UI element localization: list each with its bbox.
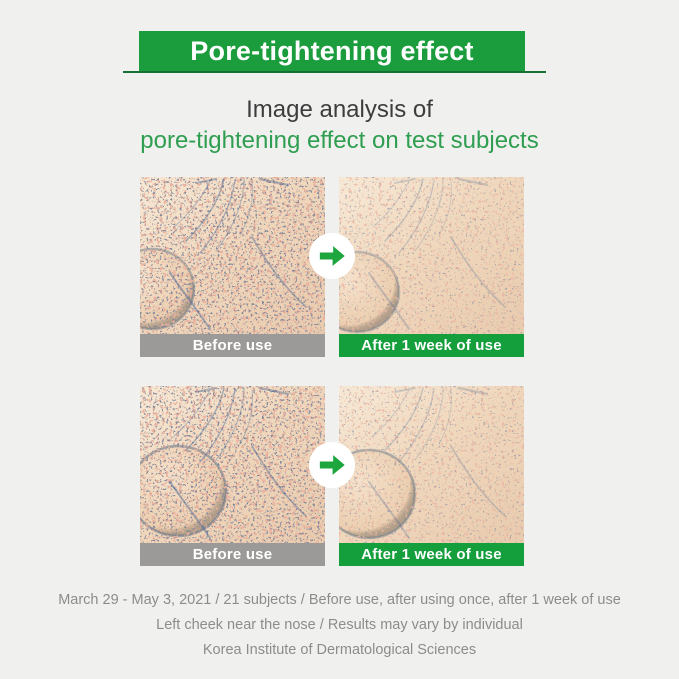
right-arrow-icon — [309, 442, 355, 488]
after-panel-1: After 1 week of use — [339, 177, 524, 357]
before-panel-1: Before use — [140, 177, 325, 357]
study-notes-line-3: Korea Institute of Dermatological Scienc… — [202, 642, 477, 658]
after-photo-2 — [339, 386, 524, 543]
before-photo-2 — [140, 386, 325, 543]
before-label-1: Before use — [140, 334, 325, 357]
after-panel-2: After 1 week of use — [339, 386, 524, 566]
study-notes-line-1: March 29 - May 3, 2021 / 21 subjects / B… — [58, 592, 621, 608]
before-panel-2: Before use — [140, 386, 325, 566]
before-photo-1 — [140, 177, 325, 334]
right-arrow-icon — [309, 233, 355, 279]
section-heading: Image analysis of pore-tightening effect… — [0, 94, 679, 156]
heading-line-1: Image analysis of — [246, 96, 433, 123]
after-photo-1 — [339, 177, 524, 334]
study-notes: March 29 - May 3, 2021 / 21 subjects / B… — [0, 588, 679, 663]
after-label-2: After 1 week of use — [339, 543, 524, 566]
banner-title: Pore-tightening effect — [139, 31, 525, 71]
after-label-1: After 1 week of use — [339, 334, 524, 357]
study-notes-line-2: Left cheek near the nose / Results may v… — [156, 617, 523, 633]
banner-underline — [123, 71, 546, 73]
before-label-2: Before use — [140, 543, 325, 566]
heading-line-2: pore-tightening effect on test subjects — [140, 127, 539, 154]
